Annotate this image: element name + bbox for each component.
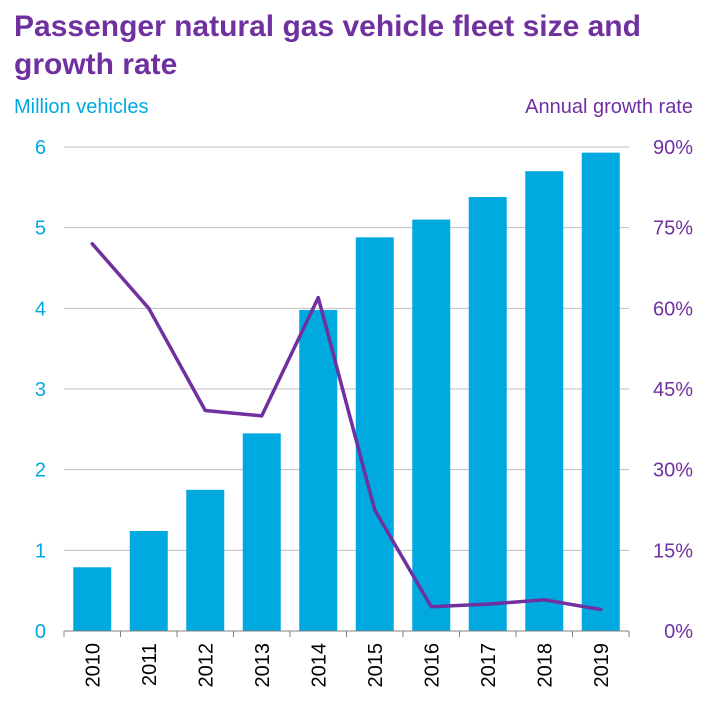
y-tick-label-left: 0 <box>35 621 46 643</box>
bar <box>299 309 338 631</box>
y-tick-label-right: 0% <box>664 621 693 643</box>
y-tick-label-left: 6 <box>35 137 46 159</box>
y-tick-label-right: 45% <box>653 379 693 401</box>
y-tick-label-right: 90% <box>653 137 693 159</box>
x-tick-label: 2019 <box>591 643 613 688</box>
growth-rate-point <box>599 607 603 611</box>
y-tick-label-left: 3 <box>35 379 46 401</box>
bar <box>468 197 507 631</box>
growth-rate-point <box>486 602 490 606</box>
x-tick-label: 2018 <box>534 643 556 688</box>
y-tick-label-left: 1 <box>35 540 46 562</box>
x-tick-label: 2011 <box>139 643 161 686</box>
x-tick-label: 2010 <box>82 643 104 688</box>
axes: 0 0% 1 15% 2 30% 3 45% 4 60% 5 75% 6 90% 2010 2011 2012 2… <box>35 137 693 688</box>
y-tick-label-right: 30% <box>653 460 693 482</box>
growth-rate-point <box>90 242 94 246</box>
chart-title: Passenger natural gas vehicle fleet size… <box>14 10 641 81</box>
y-axis-label-right: Annual growth rate <box>525 96 693 118</box>
growth-rate-point <box>373 508 377 512</box>
x-tick-label: 2017 <box>478 643 500 688</box>
y-tick-label-right: 15% <box>653 540 693 562</box>
x-tick-label: 2013 <box>252 643 274 688</box>
growth-rate-point <box>147 306 151 310</box>
y-tick-label-left: 5 <box>35 218 46 240</box>
x-tick-label: 2014 <box>308 643 330 688</box>
bar <box>242 433 281 631</box>
x-tick-label: 2012 <box>195 643 217 688</box>
bar <box>355 237 394 631</box>
y-tick-label-right: 60% <box>653 298 693 320</box>
growth-rate-point <box>429 605 433 609</box>
bar <box>73 567 112 631</box>
y-axis-label-left: Million vehicles <box>14 96 149 118</box>
y-tick-label-left: 2 <box>35 460 46 482</box>
bar <box>129 530 168 631</box>
y-tick-label-right: 75% <box>653 218 693 240</box>
bar <box>186 489 225 631</box>
growth-rate-series <box>90 242 603 612</box>
x-tick-label: 2015 <box>365 643 387 688</box>
growth-rate-point <box>542 598 546 602</box>
bar <box>412 219 451 631</box>
growth-rate-point <box>316 296 320 300</box>
growth-rate-point <box>203 409 207 413</box>
growth-rate-point <box>260 414 264 418</box>
growth-rate-line <box>90 242 603 612</box>
bar <box>581 152 620 631</box>
bar-series <box>73 152 620 631</box>
x-tick-label: 2016 <box>421 643 443 688</box>
bar <box>525 171 564 631</box>
y-tick-label-left: 4 <box>35 298 46 320</box>
